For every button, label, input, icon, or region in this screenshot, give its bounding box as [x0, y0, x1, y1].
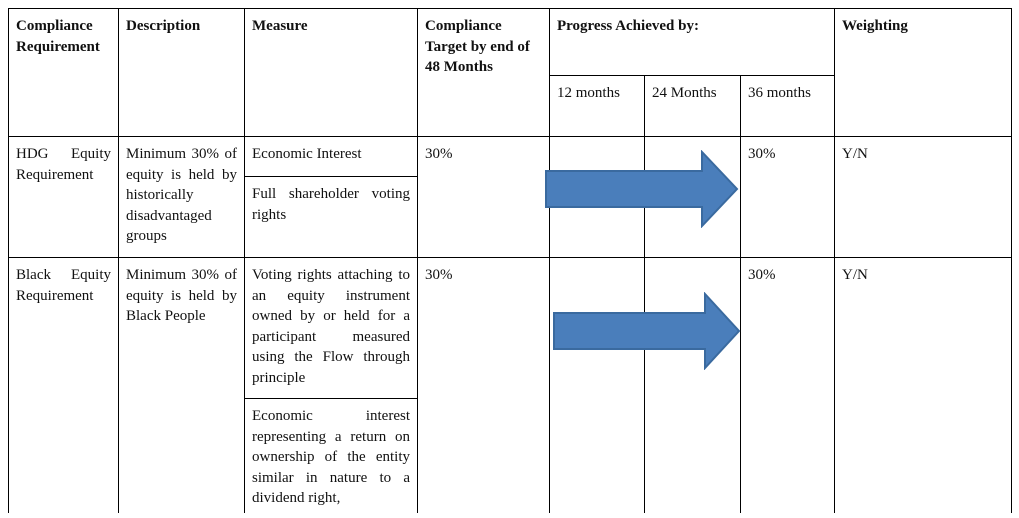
- header-compliance-target: Compliance Target by end of 48 Months: [417, 8, 550, 137]
- row-black-target: 30%: [417, 257, 550, 513]
- compliance-table: Compliance Requirement Description Measu…: [8, 8, 1012, 513]
- row-black-weighting: Y/N: [834, 257, 1012, 513]
- row-hdg-36-months: 30%: [740, 136, 835, 258]
- header-12-months: 12 months: [549, 75, 645, 137]
- header-measure: Measure: [244, 8, 418, 137]
- row-black-36-months: 30%: [740, 257, 835, 513]
- row-hdg-weighting: Y/N: [834, 136, 1012, 258]
- row-hdg-description: Minimum 30% of equity is held by histori…: [118, 136, 245, 258]
- header-24-months: 24 Months: [644, 75, 741, 137]
- row-black-12-months: [549, 257, 645, 513]
- row-hdg-measure-economic-interest: Economic Interest: [244, 136, 418, 177]
- header-description: Description: [118, 8, 245, 137]
- row-hdg-requirement: HDG Equity Requirement: [8, 136, 119, 258]
- progress-arrow-black-icon: [553, 292, 741, 370]
- row-black-description: Minimum 30% of equity is held by Black P…: [118, 257, 245, 513]
- row-black-measure-voting-rights: Voting rights attaching to an equity ins…: [244, 257, 418, 399]
- row-hdg-measure-voting-rights: Full shareholder voting rights: [244, 176, 418, 258]
- header-36-months: 36 months: [740, 75, 835, 137]
- row-black-measure-economic-interest: Economic interest representing a return …: [244, 398, 418, 513]
- header-weighting: Weighting: [834, 8, 1012, 137]
- row-black-requirement: Black Equity Requirement: [8, 257, 119, 513]
- row-hdg-target: 30%: [417, 136, 550, 258]
- row-black-24-months: [644, 257, 741, 513]
- header-compliance-requirement: Compliance Requirement: [8, 8, 119, 137]
- header-progress-achieved: Progress Achieved by:: [549, 8, 835, 76]
- progress-arrow-hdg-icon: [545, 150, 739, 228]
